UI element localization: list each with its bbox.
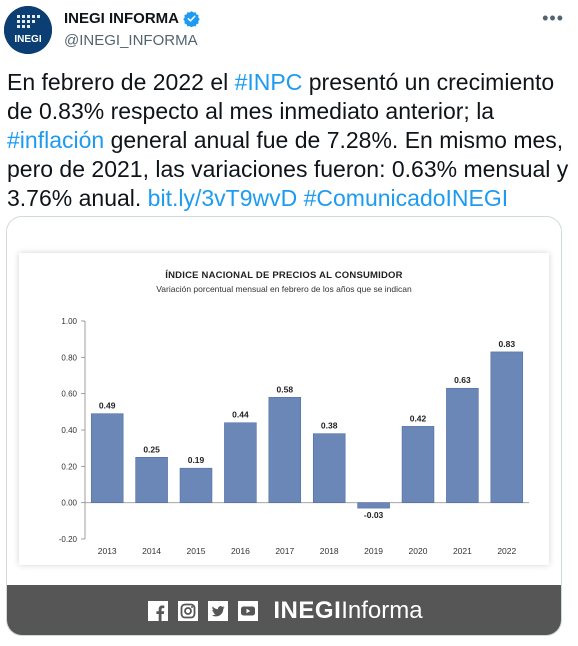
x-tick-label: 2022 <box>497 546 516 556</box>
hashtag-inpc-link[interactable]: #INPC <box>234 69 303 95</box>
bar-data-label: -0.03 <box>364 510 384 520</box>
chart-title: ÍNDICE NACIONAL DE PRECIOS AL CONSUMIDOR <box>165 270 403 281</box>
tweet-text-segment: general anual fue de 7.28%. En mismo mes… <box>7 127 569 211</box>
bar <box>135 457 168 503</box>
brand-strong-text: INEGI <box>273 597 342 624</box>
y-tick-label: 0.40 <box>61 426 77 435</box>
x-tick-label: 2018 <box>320 546 339 556</box>
avatar[interactable]: INEGI <box>4 6 52 54</box>
x-tick-label: 2016 <box>231 546 250 556</box>
bar <box>90 413 124 503</box>
x-tick-label: 2021 <box>453 546 472 556</box>
bar <box>312 433 346 503</box>
handle[interactable]: @INEGI_INFORMA <box>64 32 198 49</box>
bar <box>224 422 257 503</box>
bar-data-label: 0.63 <box>454 375 471 385</box>
more-options-icon[interactable]: ••• <box>542 8 564 28</box>
account-names: INEGI INFORMA @INEGI_INFORMA <box>64 8 200 49</box>
chart-panel: ÍNDICE NACIONAL DE PRECIOS AL CONSUMIDOR… <box>19 253 549 565</box>
x-tick-label: 2017 <box>275 546 294 556</box>
bar-data-label: 0.25 <box>143 444 160 454</box>
x-tick-label: 2019 <box>364 546 383 556</box>
bar <box>490 351 524 503</box>
bar-data-label: 0.44 <box>232 410 249 420</box>
x-tick-label: 2013 <box>98 546 117 556</box>
verified-badge-icon <box>183 10 200 27</box>
y-tick-label: 0.60 <box>61 390 77 399</box>
bar <box>268 397 302 503</box>
hashtag-comunicado-link[interactable]: #ComunicadoINEGI <box>303 185 509 211</box>
bar-chart: 1.00 0.80 0.60 0.40 0.20 0.00 -0.20 0.49 2013 0.2… <box>59 317 529 556</box>
tweet-text-segment: En febrero de 2022 el <box>7 69 235 95</box>
y-tick-label: -0.20 <box>59 535 78 544</box>
bar-data-label: 0.58 <box>277 384 294 394</box>
bar-data-label: 0.19 <box>188 455 205 465</box>
facebook-icon <box>147 600 169 622</box>
hashtag-inflacion-link[interactable]: #inflación <box>7 127 105 153</box>
twitter-icon <box>207 600 229 622</box>
chart-area: ÍNDICE NACIONAL DE PRECIOS AL CONSUMIDOR… <box>7 217 561 585</box>
bar <box>401 426 435 503</box>
y-tick-label: 1.00 <box>61 317 77 326</box>
media-footer-bar: INEGI Informa <box>7 585 561 635</box>
y-tick-label: 0.00 <box>61 499 77 508</box>
x-tick-label: 2020 <box>409 546 428 556</box>
chart-subtitle: Variación porcentual mensual en febrero … <box>156 284 412 294</box>
media-attachment[interactable]: ÍNDICE NACIONAL DE PRECIOS AL CONSUMIDOR… <box>6 216 562 636</box>
display-name[interactable]: INEGI INFORMA <box>64 9 179 27</box>
brand-light-text: Informa <box>341 597 423 624</box>
bar <box>179 467 213 503</box>
tweet-header: INEGI INEGI INFORMA @INEGI_INFORMA ••• <box>4 6 574 58</box>
inegi-logo-icon: INEGI <box>4 6 52 54</box>
y-tick-label: 0.80 <box>61 353 77 362</box>
instagram-icon <box>177 600 199 622</box>
social-icons <box>147 600 259 622</box>
bar-data-label: 0.49 <box>99 401 116 411</box>
tweet-text-segment: presentó un crecimiento de 0.83% respect… <box>7 69 555 124</box>
display-name-row: INEGI INFORMA <box>64 8 200 28</box>
bar-data-label: 0.42 <box>410 413 427 423</box>
svg-text:INEGI: INEGI <box>14 34 41 45</box>
inegi-informa-brand: INEGI Informa <box>273 597 422 625</box>
bar-data-label: 0.38 <box>321 421 338 431</box>
bar <box>357 502 390 509</box>
tweet-text: En febrero de 2022 el #INPC presentó un … <box>7 68 573 213</box>
x-tick-label: 2015 <box>187 546 206 556</box>
bar-data-label: 0.83 <box>499 339 516 349</box>
y-tick-label: 0.20 <box>61 462 77 471</box>
x-tick-label: 2014 <box>142 546 161 556</box>
url-link[interactable]: bit.ly/3vT9wvD <box>147 185 298 211</box>
youtube-icon <box>237 600 259 622</box>
bar <box>446 387 479 503</box>
